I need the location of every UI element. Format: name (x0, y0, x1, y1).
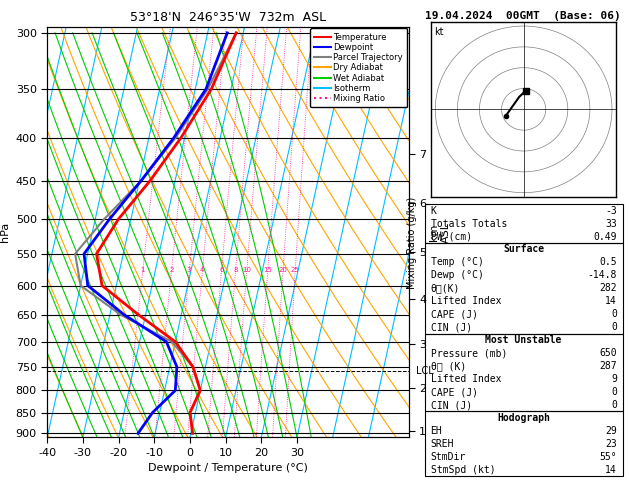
Title: 53°18'N  246°35'W  732m  ASL: 53°18'N 246°35'W 732m ASL (130, 11, 326, 24)
Text: 3: 3 (187, 267, 191, 273)
Text: 6: 6 (219, 267, 223, 273)
Text: StmSpd (kt): StmSpd (kt) (430, 465, 495, 475)
Text: 2: 2 (169, 267, 174, 273)
X-axis label: Dewpoint / Temperature (°C): Dewpoint / Temperature (°C) (148, 463, 308, 473)
Text: θᴇ(K): θᴇ(K) (430, 283, 460, 294)
Text: CAPE (J): CAPE (J) (430, 309, 477, 319)
Text: Lifted Index: Lifted Index (430, 374, 501, 384)
Text: CIN (J): CIN (J) (430, 400, 472, 410)
Text: 20: 20 (279, 267, 287, 273)
Text: Hodograph: Hodograph (497, 413, 550, 423)
Text: Totals Totals: Totals Totals (430, 219, 507, 228)
Text: CAPE (J): CAPE (J) (430, 387, 477, 397)
Text: Dewp (°C): Dewp (°C) (430, 270, 484, 280)
Text: -14.8: -14.8 (587, 270, 617, 280)
Text: 14: 14 (605, 465, 617, 475)
Text: Mixing Ratio (g/kg): Mixing Ratio (g/kg) (407, 197, 417, 289)
Bar (425, 243, 623, 334)
Text: 0: 0 (611, 387, 617, 397)
Text: -3: -3 (605, 206, 617, 216)
Text: 1: 1 (140, 267, 145, 273)
Y-axis label: km
ASL: km ASL (429, 222, 451, 243)
Text: θᴇ (K): θᴇ (K) (430, 361, 465, 371)
Bar (425, 204, 623, 243)
Text: 25: 25 (291, 267, 299, 273)
Bar (425, 412, 623, 476)
Text: 0.5: 0.5 (599, 258, 617, 267)
Text: 10: 10 (242, 267, 251, 273)
Text: SREH: SREH (430, 439, 454, 449)
Text: 282: 282 (599, 283, 617, 294)
Text: 55°: 55° (599, 452, 617, 462)
Text: 287: 287 (599, 361, 617, 371)
Text: Pressure (mb): Pressure (mb) (430, 348, 507, 358)
Text: StmDir: StmDir (430, 452, 465, 462)
Text: 19.04.2024  00GMT  (Base: 06): 19.04.2024 00GMT (Base: 06) (425, 11, 620, 21)
Text: 15: 15 (263, 267, 272, 273)
Bar (425, 334, 623, 412)
Text: EH: EH (430, 426, 442, 436)
Text: 29: 29 (605, 426, 617, 436)
Text: CIN (J): CIN (J) (430, 322, 472, 332)
Text: 0: 0 (611, 400, 617, 410)
Text: 14: 14 (605, 296, 617, 306)
Text: 0: 0 (611, 309, 617, 319)
Text: 0: 0 (611, 322, 617, 332)
Text: Most Unstable: Most Unstable (486, 335, 562, 345)
Text: K: K (430, 206, 437, 216)
Legend: Temperature, Dewpoint, Parcel Trajectory, Dry Adiabat, Wet Adiabat, Isotherm, Mi: Temperature, Dewpoint, Parcel Trajectory… (310, 28, 407, 107)
Text: PW (cm): PW (cm) (430, 231, 472, 242)
Text: 8: 8 (233, 267, 238, 273)
Text: 9: 9 (611, 374, 617, 384)
Text: kt: kt (435, 27, 444, 37)
Y-axis label: hPa: hPa (0, 222, 10, 242)
Text: 23: 23 (605, 439, 617, 449)
Text: Temp (°C): Temp (°C) (430, 258, 484, 267)
Text: LCL: LCL (416, 366, 434, 376)
Text: 33: 33 (605, 219, 617, 228)
Text: 650: 650 (599, 348, 617, 358)
Text: Lifted Index: Lifted Index (430, 296, 501, 306)
Text: 4: 4 (200, 267, 204, 273)
Text: Surface: Surface (503, 244, 544, 255)
Text: 0.49: 0.49 (593, 231, 617, 242)
